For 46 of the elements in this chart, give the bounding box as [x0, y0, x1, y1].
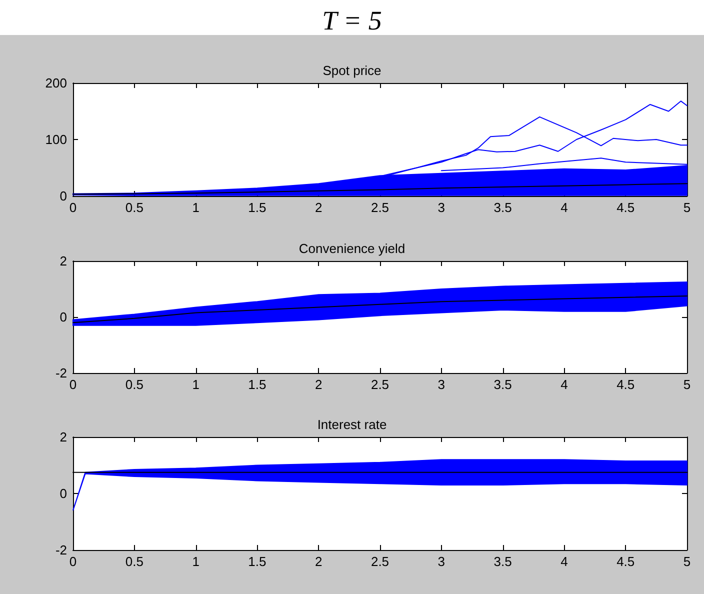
y-tick-label: 2: [60, 430, 67, 444]
x-tick-label: 2: [314, 554, 322, 569]
x-tick-label: 1: [192, 554, 200, 569]
x-tick-label: 1: [192, 200, 200, 215]
chart-title: Convenience yield: [298, 241, 406, 256]
chart-title: T = 5: [322, 6, 382, 36]
x-tick-label: 3: [438, 200, 446, 215]
x-tick-label: 4.5: [616, 554, 635, 569]
x-tick-label: 1.5: [248, 554, 266, 569]
x-tick-label: 0.5: [125, 200, 144, 215]
x-tick-label: 2: [314, 200, 322, 215]
y-tick-label: -2: [55, 366, 67, 380]
x-tick-label: 5: [683, 554, 691, 569]
x-tick-label: 2.5: [370, 554, 390, 569]
x-tick-label: 3: [438, 554, 446, 569]
x-tick-label: 1.5: [248, 200, 266, 215]
x-tick-label: 1: [192, 377, 200, 392]
x-tick-label: 3.5: [494, 200, 512, 215]
chart-title: Interest rate: [317, 417, 387, 432]
y-tick-label: 0: [60, 188, 67, 204]
x-tick-label: 3: [438, 377, 446, 392]
x-tick-label: 2: [314, 377, 322, 392]
x-tick-label: 1.5: [248, 377, 266, 392]
x-tick-label: 4.5: [616, 377, 635, 392]
chart-subtitle: Spot price: [322, 63, 382, 78]
x-tick-label: 4: [560, 377, 568, 392]
x-tick-label: 4: [560, 200, 568, 215]
y-tick-label: 0: [60, 310, 67, 324]
x-tick-label: 3.5: [494, 554, 512, 569]
x-tick-label: 5: [683, 377, 691, 392]
x-tick-label: 0: [69, 200, 77, 215]
x-tick-label: 0.5: [125, 554, 144, 569]
x-tick-label: 2.5: [370, 200, 390, 215]
y-tick-label: 200: [45, 76, 67, 90]
y-tick-label: 2: [60, 254, 67, 268]
x-tick-label: 3.5: [494, 377, 512, 392]
x-tick-label: 2.5: [370, 377, 390, 392]
x-tick-label: 0: [69, 554, 77, 569]
x-tick-label: 4.5: [616, 200, 635, 215]
y-tick-label: 100: [45, 132, 67, 147]
y-tick-label: 0: [60, 486, 67, 501]
y-tick-label: -2: [55, 542, 67, 558]
x-tick-label: 0: [69, 377, 77, 392]
x-tick-label: 5: [683, 200, 691, 215]
x-tick-label: 4: [560, 554, 568, 569]
x-tick-label: 0.5: [125, 377, 144, 392]
